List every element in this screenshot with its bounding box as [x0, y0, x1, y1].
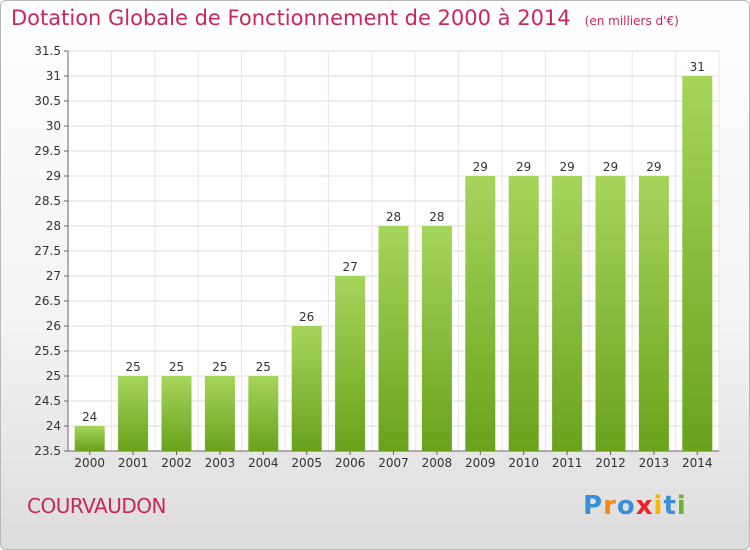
y-tick-label: 27 [46, 269, 61, 283]
bar-2005 [291, 326, 322, 451]
bar-2006 [335, 276, 366, 451]
value-label-2012: 29 [603, 160, 618, 174]
x-tick-label-2008: 2008 [422, 456, 453, 470]
x-tick-label-2014: 2014 [682, 456, 713, 470]
bar-2009 [465, 176, 496, 451]
x-tick-label-2005: 2005 [291, 456, 322, 470]
commune-name: COURVAUDON [27, 494, 166, 518]
value-label-2011: 29 [559, 160, 574, 174]
x-tick-label-2007: 2007 [378, 456, 409, 470]
logo-letter: P [583, 491, 604, 521]
y-tick-label: 31 [46, 69, 61, 83]
chart-title: Dotation Globale de Fonctionnement de 20… [11, 6, 679, 30]
bar-2004 [248, 376, 279, 451]
bar-2007 [378, 226, 409, 451]
x-tick-label-2003: 2003 [205, 456, 236, 470]
x-tick-label-2001: 2001 [118, 456, 149, 470]
value-label-2014: 31 [690, 60, 705, 74]
bar-2011 [552, 176, 583, 451]
bar-2001 [118, 376, 149, 451]
bar-2014 [682, 76, 713, 451]
bar-2012 [595, 176, 626, 451]
x-tick-label-2009: 2009 [465, 456, 496, 470]
bar-2008 [421, 226, 452, 451]
value-label-2002: 25 [169, 360, 184, 374]
y-tick-label: 28.5 [34, 194, 61, 208]
x-tick-label-2000: 2000 [74, 456, 105, 470]
y-tick-label: 24.5 [34, 394, 61, 408]
x-tick-label-2013: 2013 [639, 456, 670, 470]
x-tick-label-2004: 2004 [248, 456, 279, 470]
bar-2013 [638, 176, 669, 451]
y-tick-label: 26 [46, 319, 61, 333]
y-tick-label: 31.5 [34, 44, 61, 58]
value-label-2009: 29 [473, 160, 488, 174]
y-tick-label: 30 [46, 119, 61, 133]
value-label-2013: 29 [646, 160, 661, 174]
y-tick-label: 30.5 [34, 94, 61, 108]
title-main: Dotation Globale de Fonctionnement de 20… [11, 6, 571, 30]
y-tick-label: 25 [46, 369, 61, 383]
logo-letter: i [653, 491, 664, 521]
logo-letter: i [676, 491, 687, 521]
value-label-2001: 25 [125, 360, 140, 374]
value-label-2007: 28 [386, 210, 401, 224]
value-label-2005: 26 [299, 310, 314, 324]
bar-2010 [508, 176, 539, 451]
value-label-2003: 25 [212, 360, 227, 374]
x-tick-label-2010: 2010 [508, 456, 539, 470]
logo-letter: r [603, 491, 617, 521]
y-tick-label: 23.5 [34, 444, 61, 458]
bar-2000 [74, 426, 105, 451]
x-tick-label-2006: 2006 [335, 456, 366, 470]
y-tick-label: 28 [46, 219, 61, 233]
logo-letter: x [635, 491, 654, 521]
value-label-2006: 27 [342, 260, 357, 274]
title-unit: (en milliers d'€) [584, 14, 679, 28]
y-tick-label: 24 [46, 419, 61, 433]
y-tick-label: 26.5 [34, 294, 61, 308]
logo-letter: t [663, 491, 677, 521]
proxiti-logo[interactable]: Proxiti [583, 491, 687, 521]
logo-letter: o [616, 491, 636, 521]
value-label-2008: 28 [429, 210, 444, 224]
x-tick-label-2002: 2002 [161, 456, 192, 470]
x-tick-label-2011: 2011 [552, 456, 583, 470]
value-label-2010: 29 [516, 160, 531, 174]
y-tick-label: 27.5 [34, 244, 61, 258]
y-tick-label: 29.5 [34, 144, 61, 158]
y-tick-label: 29 [46, 169, 61, 183]
bar-2003 [204, 376, 235, 451]
value-label-2000: 24 [82, 410, 97, 424]
bar-2002 [161, 376, 192, 451]
y-tick-label: 25.5 [34, 344, 61, 358]
value-label-2004: 25 [256, 360, 271, 374]
x-tick-label-2012: 2012 [595, 456, 626, 470]
